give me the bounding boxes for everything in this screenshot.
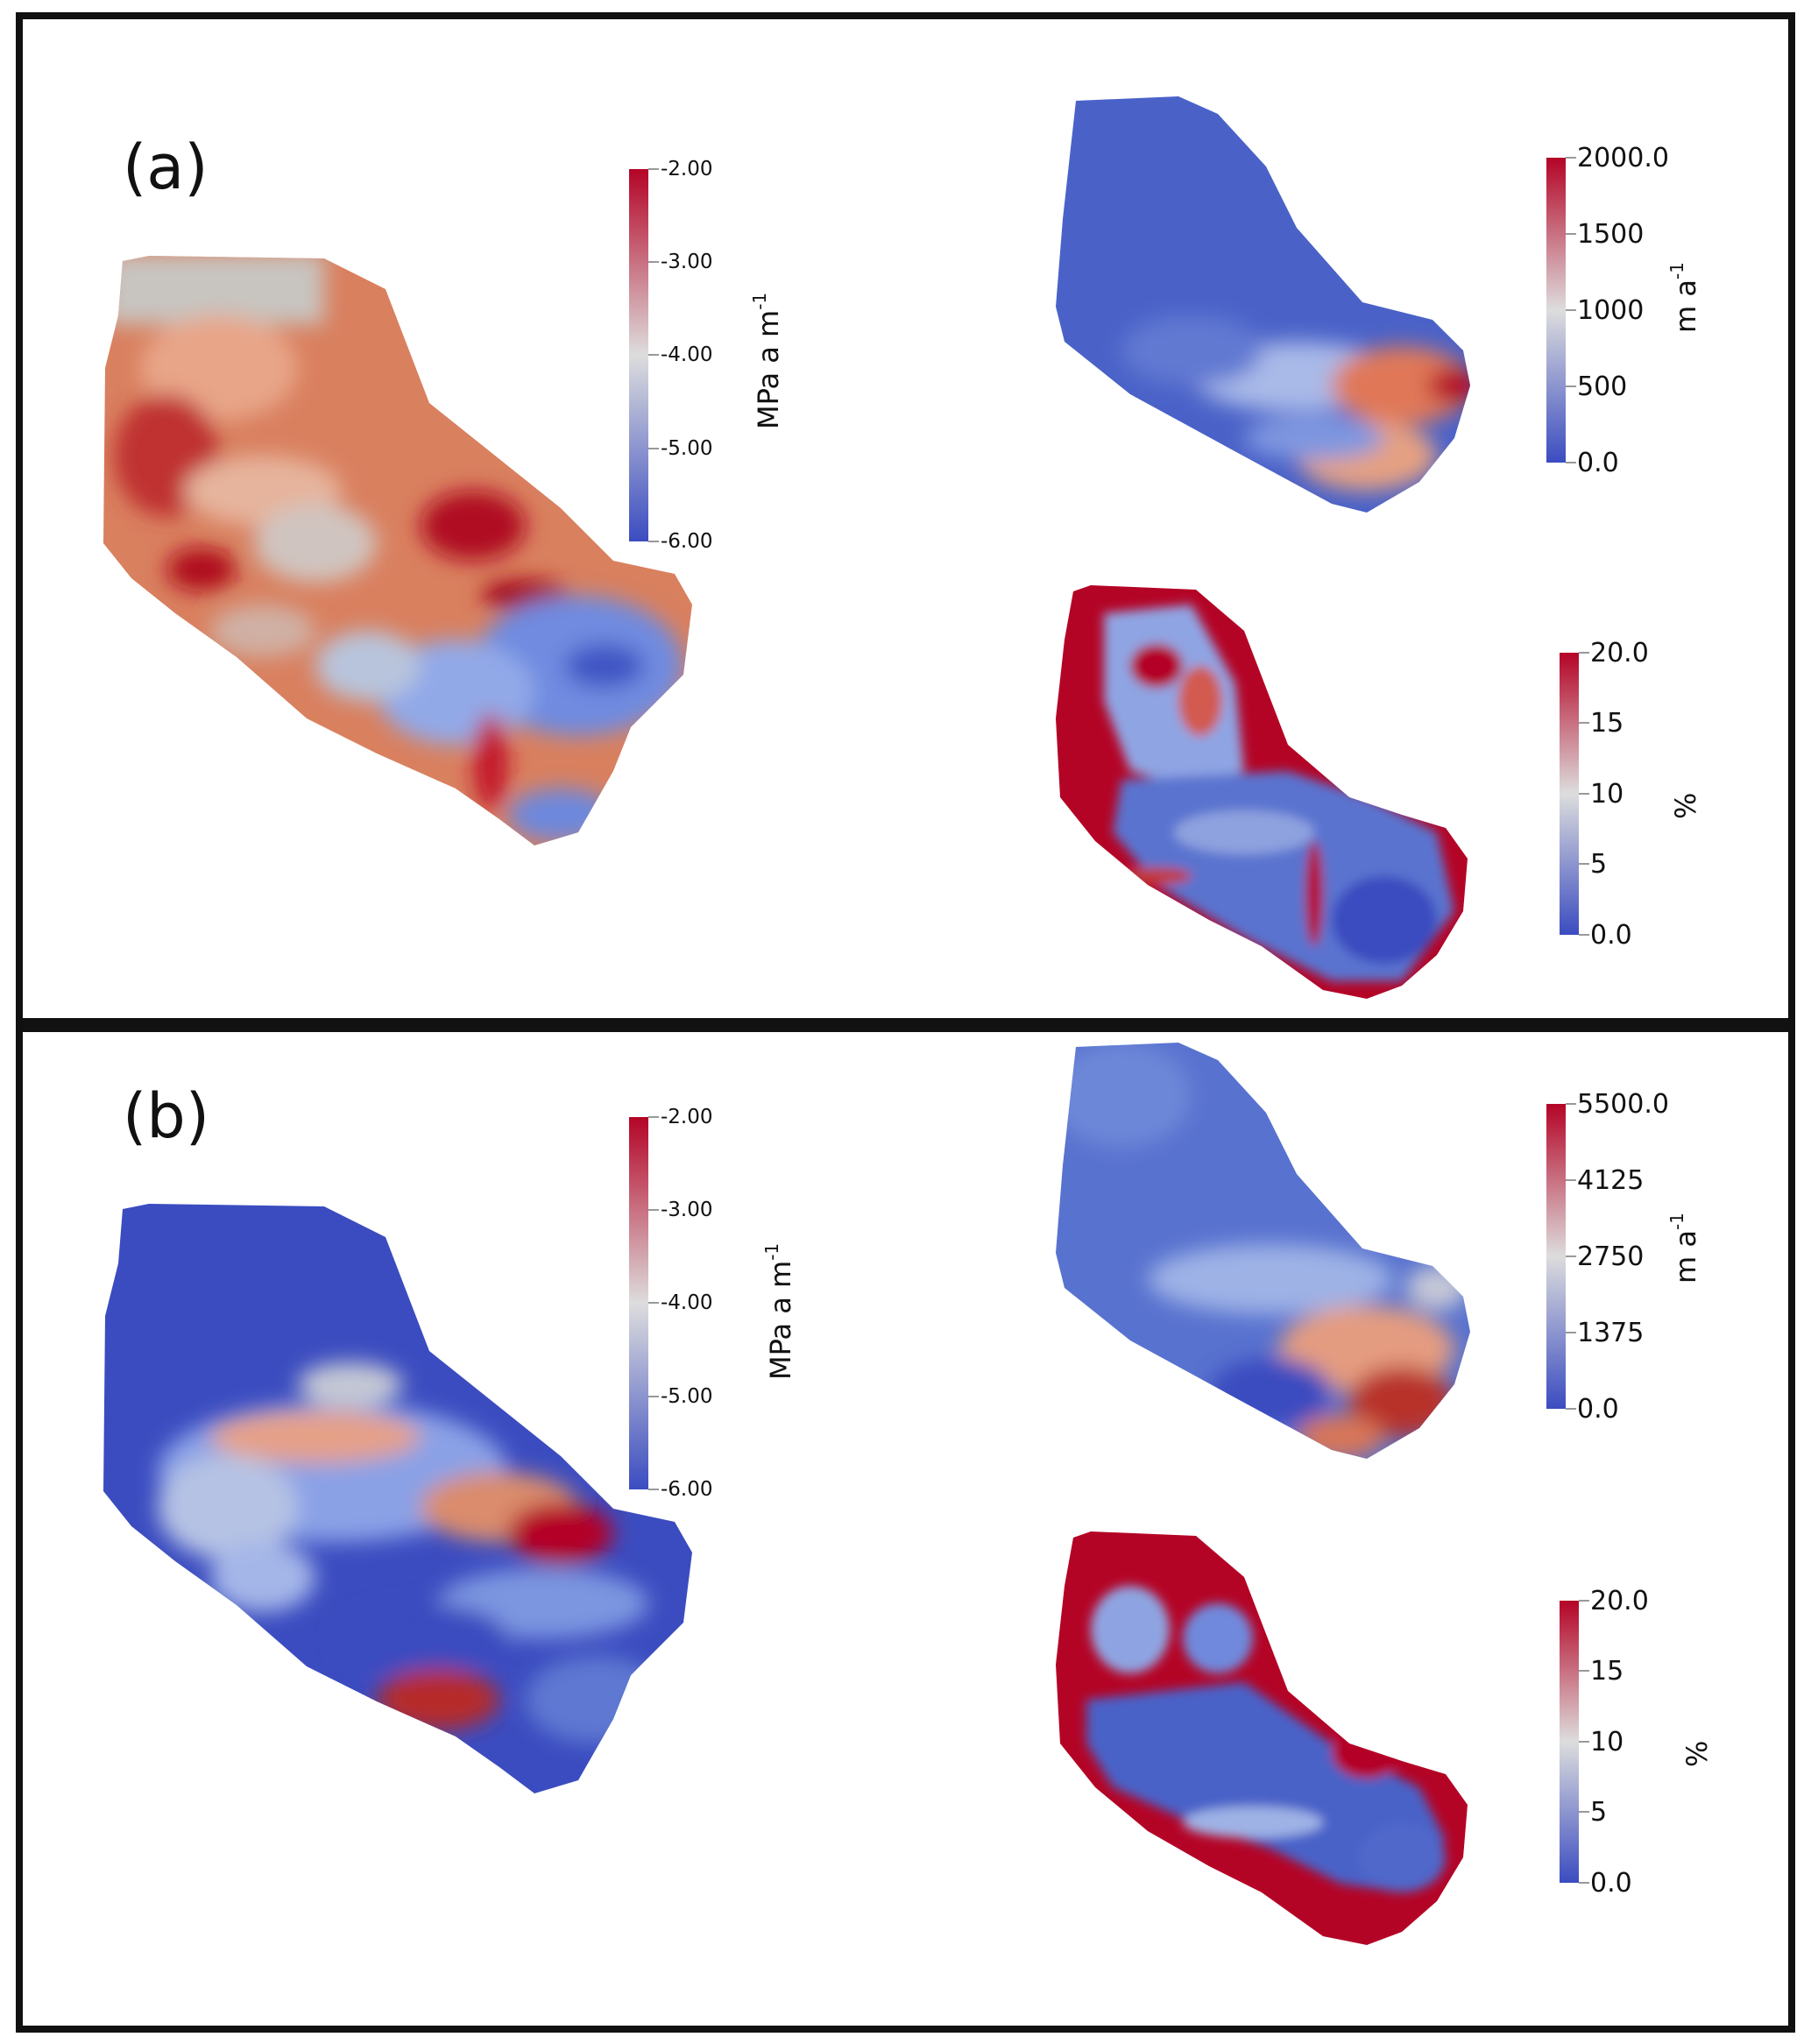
panel-b-velocity-colorbar: 5500.0 4125 2750 1375 0.0 m a-1 [1546, 1089, 1702, 1425]
colorbar-unit: MPa a m-1 [749, 293, 785, 429]
colorbar-tick: 10 [1590, 1727, 1624, 1758]
panel-b-label: (b) [123, 1080, 209, 1152]
colorbar-tick: 20.0 [1590, 638, 1649, 668]
colorbar-tick: 0.0 [1577, 1394, 1619, 1425]
colorbar-tick: 5 [1590, 849, 1607, 880]
panel-a-label: (a) [123, 131, 209, 203]
colorbar-tick: 0.0 [1590, 1868, 1632, 1899]
colorbar-unit: MPa a m-1 [761, 1243, 797, 1380]
panel-a-velocity-map [1056, 96, 1470, 513]
panel-b-friction-colorbar: -2.00 -3.00 -4.00 -5.00 -6.00 MPa a m-1 [629, 1106, 797, 1501]
colorbar-tick: 4125 [1577, 1165, 1644, 1196]
colorbar-tick: -4.00 [661, 343, 713, 366]
panel-b-misfit-map [1056, 1531, 1468, 1945]
colorbar-tick: -2.00 [661, 158, 713, 180]
colorbar-tick: -5.00 [661, 437, 713, 460]
panel-a-friction-map [103, 256, 692, 845]
colorbar-tick: -4.00 [661, 1291, 713, 1314]
colorbar-tick: 0.0 [1577, 448, 1619, 478]
panel-a-velocity-colorbar: 2000.0 1500 1000 500 0.0 m a-1 [1546, 143, 1702, 478]
colorbar-tick: 15 [1590, 708, 1624, 739]
colorbar-tick: -3.00 [661, 1199, 713, 1221]
colorbar-tick: 5500.0 [1577, 1089, 1669, 1120]
colorbar-tick: 2750 [1577, 1241, 1644, 1272]
colorbar-unit: m a-1 [1666, 262, 1702, 333]
panel-a-misfit-colorbar: 20.0 15 10 5 0.0 % [1560, 638, 1702, 951]
colorbar-tick: 20.0 [1590, 1586, 1649, 1616]
panel-b-friction-map [103, 1204, 692, 1793]
colorbar-tick: 1000 [1577, 295, 1644, 326]
colorbar-unit: % [1669, 793, 1702, 819]
colorbar-tick: 1375 [1577, 1318, 1644, 1348]
panel-a-misfit-map [1056, 585, 1468, 999]
colorbar-tick: -6.00 [661, 530, 713, 553]
colorbar-tick: -6.00 [661, 1478, 713, 1501]
colorbar-tick: 5 [1590, 1797, 1607, 1828]
colorbar-unit: m a-1 [1666, 1213, 1702, 1284]
panel-b-misfit-colorbar: 20.0 15 10 5 0.0 % [1560, 1586, 1714, 1899]
colorbar-tick: 10 [1590, 779, 1624, 810]
colorbar-tick: -5.00 [661, 1385, 713, 1408]
colorbar-unit: % [1680, 1741, 1714, 1767]
colorbar-tick: 500 [1577, 371, 1627, 402]
colorbar-tick: -2.00 [661, 1106, 713, 1128]
panel-b-velocity-map [1056, 1043, 1470, 1459]
colorbar-tick: 2000.0 [1577, 143, 1669, 173]
colorbar-tick: 1500 [1577, 219, 1644, 250]
colorbar-tick: 15 [1590, 1656, 1624, 1687]
colorbar-tick: -3.00 [661, 251, 713, 273]
colorbar-tick: 0.0 [1590, 920, 1632, 951]
panel-a-friction-colorbar: -2.00 -3.00 -4.00 -5.00 -6.00 MPa a m-1 [629, 158, 785, 553]
